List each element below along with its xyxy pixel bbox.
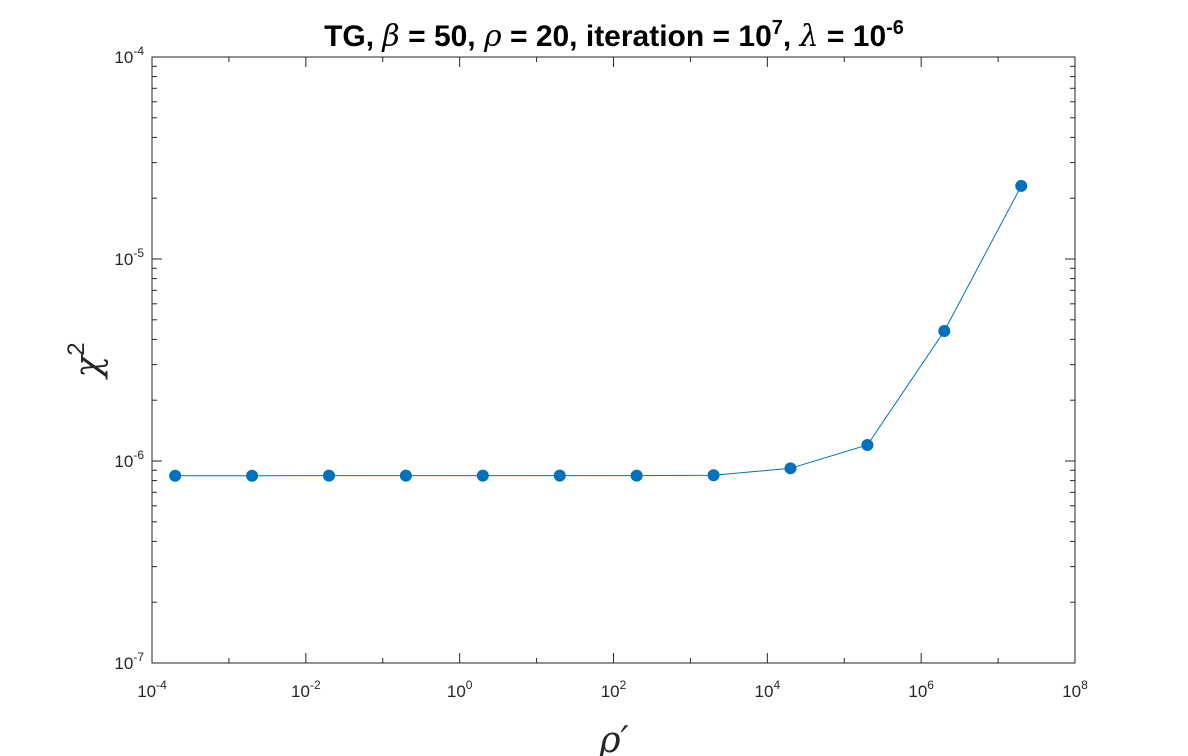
data-point	[322, 469, 335, 482]
data-point	[861, 439, 874, 452]
series-line	[175, 185, 1022, 477]
data-point	[784, 462, 797, 475]
data-point	[246, 469, 259, 482]
data-point	[1015, 179, 1028, 192]
y-tick-labels: 10-7 10-6 10-5 10-4	[114, 44, 144, 673]
x-tick-label: 10-2	[291, 678, 321, 701]
data-point	[399, 469, 412, 482]
data-point	[630, 469, 643, 482]
x-tick-label: 106	[908, 678, 934, 701]
data-point	[476, 469, 489, 482]
data-point	[707, 469, 720, 482]
tick-marks	[151, 56, 1076, 664]
y-tick-label: 10-4	[114, 44, 144, 67]
x-tick-label: 10-4	[137, 678, 167, 701]
y-axis-label: χ2	[63, 342, 109, 380]
data-point	[553, 469, 566, 482]
y-tick-label: 10-5	[114, 246, 144, 269]
series-1	[169, 179, 1028, 482]
y-tick-label: 10-6	[114, 448, 144, 471]
x-tick-label: 100	[447, 678, 473, 701]
x-tick-label: 102	[601, 678, 627, 701]
x-tick-labels: 10-4 10-2 100 102 104 106 108	[137, 678, 1088, 701]
x-axis-label: ρ′	[598, 720, 628, 756]
plot-area	[151, 56, 1076, 664]
chart-title: TG, β = 50, ρ = 20, iteration = 107, λ =…	[324, 17, 904, 54]
data-point	[938, 325, 951, 338]
y-tick-label: 10-7	[114, 650, 144, 673]
data-point	[169, 469, 182, 482]
x-tick-label: 108	[1062, 678, 1088, 701]
x-tick-label: 104	[755, 678, 781, 701]
